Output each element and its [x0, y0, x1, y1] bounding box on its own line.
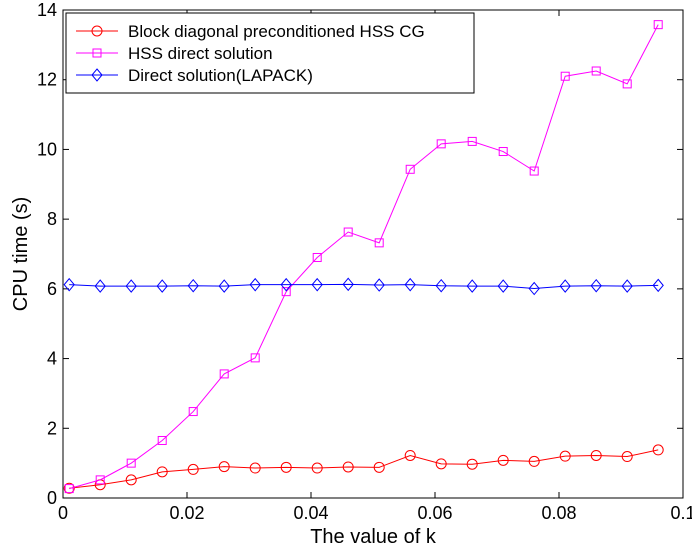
legend-marker — [91, 25, 103, 37]
x-tick-label: 0.08 — [541, 503, 576, 523]
x-tick-label: 0.1 — [670, 503, 692, 523]
data-point — [311, 462, 323, 474]
series-circle — [63, 444, 664, 494]
data-point — [249, 462, 261, 474]
data-point — [281, 287, 291, 297]
data-point — [250, 353, 260, 363]
y-tick-label: 8 — [47, 209, 57, 229]
data-point — [95, 475, 105, 485]
x-tick-label: 0.06 — [417, 503, 452, 523]
data-point — [652, 278, 664, 293]
series-diamond — [63, 277, 664, 296]
data-point — [125, 474, 137, 486]
legend-item: HSS direct solution — [76, 44, 273, 63]
y-tick-label: 10 — [37, 139, 57, 159]
data-point — [187, 463, 199, 475]
data-point — [528, 455, 540, 467]
data-point — [156, 466, 168, 478]
y-axis-label: CPU time (s) — [10, 197, 32, 311]
legend-marker — [91, 68, 103, 82]
data-point — [218, 461, 230, 473]
data-point — [560, 71, 570, 81]
data-point — [559, 450, 571, 462]
data-point — [342, 277, 354, 292]
legend-item: Block diagonal preconditioned HSS CG — [76, 22, 425, 41]
data-point — [373, 278, 385, 292]
data-point — [529, 166, 539, 176]
data-point — [342, 461, 354, 473]
data-point — [218, 279, 230, 293]
data-point — [187, 278, 199, 293]
series-line — [69, 24, 659, 490]
x-tick-label: 0 — [58, 503, 68, 523]
data-point — [343, 227, 353, 237]
legend-item: Direct solution(LAPACK) — [76, 66, 313, 85]
data-point — [125, 279, 137, 293]
data-point — [280, 277, 292, 292]
legend-box — [65, 12, 475, 94]
data-point — [622, 79, 632, 89]
data-point — [621, 451, 633, 463]
data-point — [466, 279, 478, 293]
data-point — [590, 278, 602, 293]
data-point — [404, 449, 416, 461]
y-tick-label: 2 — [47, 418, 57, 438]
legend-label: Block diagonal preconditioned HSS CG — [128, 22, 425, 41]
data-point — [64, 484, 74, 494]
x-tick-label: 0.04 — [293, 503, 328, 523]
data-point — [157, 435, 167, 445]
data-point — [374, 238, 384, 248]
data-point — [404, 277, 416, 292]
y-tick-label: 14 — [37, 0, 57, 20]
data-point — [621, 279, 633, 293]
data-point — [436, 139, 446, 149]
data-point — [652, 444, 664, 456]
data-point — [497, 279, 509, 293]
legend-label: HSS direct solution — [128, 44, 273, 63]
data-point — [559, 279, 571, 293]
data-point — [249, 277, 261, 292]
data-point — [653, 20, 663, 30]
data-point — [435, 278, 447, 293]
data-point — [405, 164, 415, 174]
legend-marker — [92, 48, 102, 58]
data-point — [467, 136, 477, 146]
y-tick-label: 0 — [47, 488, 57, 508]
legend: Block diagonal preconditioned HSS CG HSS … — [65, 12, 475, 94]
data-point — [311, 277, 323, 292]
data-point — [497, 454, 509, 466]
data-point — [466, 458, 478, 470]
axis-tick-labels: 0 0.02 0.04 0.06 0.08 0.1 0 2 4 6 8 10 12 14 — [37, 0, 692, 523]
x-axis-label: The value of k — [310, 526, 437, 548]
data-point — [312, 252, 322, 262]
data-point — [280, 461, 292, 473]
data-point — [126, 458, 136, 468]
data-point — [188, 407, 198, 417]
data-point — [94, 279, 106, 293]
series-layer — [63, 20, 664, 494]
data-point — [219, 369, 229, 379]
data-point — [590, 449, 602, 461]
data-point — [591, 66, 601, 76]
data-point — [63, 277, 75, 292]
y-tick-label: 4 — [47, 349, 57, 369]
data-point — [373, 461, 385, 473]
y-tick-label: 6 — [47, 279, 57, 299]
series-square — [64, 20, 663, 494]
data-point — [435, 458, 447, 470]
x-tick-label: 0.02 — [169, 503, 204, 523]
data-point — [498, 147, 508, 157]
data-point — [528, 281, 540, 296]
legend-label: Direct solution(LAPACK) — [128, 66, 313, 85]
data-point — [63, 482, 75, 494]
data-point — [156, 279, 168, 293]
y-tick-label: 12 — [37, 70, 57, 90]
